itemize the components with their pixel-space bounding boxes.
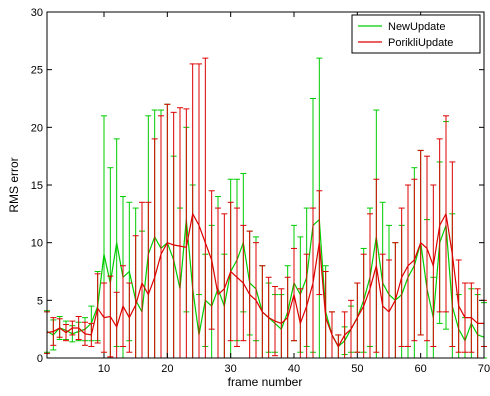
y-tick-label: 5 [37,295,43,307]
y-tick-label: 20 [31,122,43,134]
y-tick-label: 25 [31,65,43,77]
x-tick-label: 20 [161,363,173,375]
y-axis-label: RMS error [7,157,21,212]
plot-background [47,12,484,358]
legend: NewUpdate PorikliUpdate [351,14,481,54]
series-line-PorikliUpdate [46,211,484,348]
y-tick-label: 30 [31,7,43,19]
x-tick-label: 40 [288,363,300,375]
x-tick-label: 60 [415,363,427,375]
y-tick-label: 10 [31,238,43,250]
legend-box [351,14,481,54]
x-tick-label: 50 [351,363,363,375]
legend-label-NewUpdate: NewUpdate [388,21,445,33]
legend-label-PorikliUpdate: PorikliUpdate [388,37,453,49]
x-tick-label: 30 [225,363,237,375]
x-tick-label: 10 [98,363,110,375]
y-tick-label: 15 [31,180,43,192]
ticks-layer: 10 20 30 40 50 60 70 0 5 10 15 20 25 30 [31,7,490,375]
x-tick-label: 70 [478,363,490,375]
x-axis-label: frame number [228,375,303,389]
y-tick-label: 0 [37,353,43,365]
